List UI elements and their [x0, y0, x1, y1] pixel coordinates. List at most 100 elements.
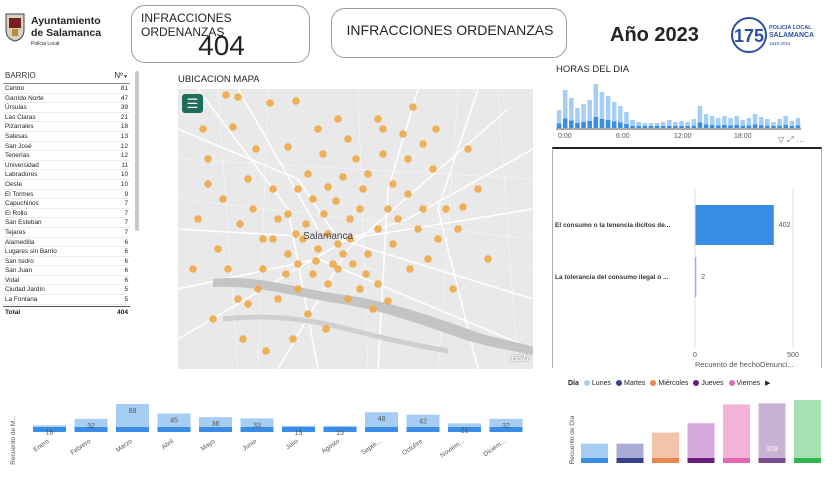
col-header-barrio[interactable]: BARRIO: [5, 71, 36, 80]
map-point[interactable]: [324, 230, 332, 238]
map-point[interactable]: [399, 130, 407, 138]
map-point[interactable]: [404, 155, 412, 163]
map-point[interactable]: [266, 99, 274, 107]
hours-bar[interactable]: [630, 120, 635, 128]
hours-bar[interactable]: [734, 116, 739, 128]
table-row[interactable]: Las Claras 21: [3, 113, 130, 123]
table-row[interactable]: Oeste 10: [3, 180, 130, 190]
hours-bar[interactable]: [581, 104, 586, 128]
barrio-table[interactable]: BARRIO Nº▼ Centro 81 Garrido Norte 47 Úrsula…: [3, 71, 130, 317]
hours-bar[interactable]: [679, 121, 684, 128]
map-point[interactable]: [284, 250, 292, 258]
hours-svg[interactable]: 0:00 6:00 12:00 18:00: [556, 78, 801, 140]
map-point[interactable]: [214, 245, 222, 253]
map-point[interactable]: [334, 115, 342, 123]
map-point[interactable]: [359, 185, 367, 193]
day-bar[interactable]: [652, 432, 679, 463]
map-point[interactable]: [429, 165, 437, 173]
map-point[interactable]: [344, 135, 352, 143]
table-row[interactable]: Pizarrales 18: [3, 122, 130, 132]
map-point[interactable]: [292, 230, 300, 238]
legend-item-jueves[interactable]: Jueves: [693, 380, 724, 387]
hours-bar[interactable]: [765, 119, 770, 128]
hours-bar[interactable]: [611, 102, 617, 128]
map-point[interactable]: [374, 225, 382, 233]
map-point[interactable]: [314, 245, 322, 253]
table-row[interactable]: Garrido Norte 47: [3, 94, 130, 104]
hours-bar[interactable]: [562, 90, 568, 128]
hours-bar[interactable]: [556, 110, 562, 128]
hours-bar[interactable]: [716, 118, 721, 128]
table-row[interactable]: Ciudad Jardín 5: [3, 285, 130, 296]
hours-bar[interactable]: [673, 122, 678, 128]
map-point[interactable]: [339, 173, 347, 181]
day-chart[interactable]: Recuento de Día 108: [566, 392, 828, 478]
map-point[interactable]: [274, 295, 282, 303]
map-point[interactable]: [404, 190, 412, 198]
map-point[interactable]: [322, 325, 330, 333]
map-point[interactable]: [244, 175, 252, 183]
map-view[interactable]: ☰ Salamanca esri: [178, 89, 533, 369]
map-point[interactable]: [234, 295, 242, 303]
map-point[interactable]: [289, 335, 297, 343]
map-point[interactable]: [364, 170, 372, 178]
map-point[interactable]: [432, 125, 440, 133]
table-row[interactable]: San Esteban 7: [3, 218, 130, 228]
hours-bar[interactable]: [691, 119, 697, 128]
map-point[interactable]: [334, 265, 342, 273]
map-point[interactable]: [320, 210, 328, 218]
map-point[interactable]: [414, 225, 422, 233]
map-canvas[interactable]: [178, 89, 533, 369]
map-point[interactable]: [292, 97, 300, 105]
hours-bar[interactable]: [795, 118, 801, 128]
hours-bar[interactable]: [771, 122, 776, 128]
map-point[interactable]: [244, 300, 252, 308]
hours-bar[interactable]: [777, 119, 782, 128]
map-point[interactable]: [314, 125, 322, 133]
map-point[interactable]: [362, 270, 370, 278]
map-point[interactable]: [236, 220, 244, 228]
map-point[interactable]: [222, 91, 230, 99]
map-point[interactable]: [344, 295, 352, 303]
map-point[interactable]: [224, 265, 232, 273]
map-point[interactable]: [454, 225, 462, 233]
hours-bar[interactable]: [789, 121, 795, 128]
table-row[interactable]: San José 12: [3, 142, 130, 152]
map-point[interactable]: [379, 150, 387, 158]
hours-bar[interactable]: [605, 96, 611, 128]
map-point[interactable]: [259, 265, 267, 273]
map-point[interactable]: [294, 285, 302, 293]
map-point[interactable]: [189, 265, 197, 273]
map-point[interactable]: [334, 240, 342, 248]
hours-bar[interactable]: [697, 106, 703, 128]
hours-bar[interactable]: [703, 114, 709, 128]
table-row[interactable]: Capuchinos 7: [3, 199, 130, 209]
map-point[interactable]: [254, 285, 262, 293]
map-point[interactable]: [259, 235, 267, 243]
table-row[interactable]: El Rollo 7: [3, 209, 130, 219]
map-point[interactable]: [459, 203, 467, 211]
map-point[interactable]: [204, 155, 212, 163]
map-point[interactable]: [356, 285, 364, 293]
filter-icon[interactable]: ▽: [778, 135, 788, 144]
map-point[interactable]: [389, 240, 397, 248]
legend-next-icon[interactable]: ▶: [765, 380, 771, 387]
map-point[interactable]: [356, 205, 364, 213]
infraction-type-chart[interactable]: 402 El consumo o la tenencia ilícitos de.…: [552, 147, 822, 369]
map-point[interactable]: [394, 215, 402, 223]
map-point[interactable]: [406, 265, 414, 273]
map-point[interactable]: [449, 285, 457, 293]
monthly-svg[interactable]: Recuento de M... 16 Enero 32 Febrero 68 Marzo…: [5, 378, 533, 478]
map-point[interactable]: [269, 235, 277, 243]
map-point[interactable]: [442, 205, 450, 213]
map-point[interactable]: [209, 315, 217, 323]
hours-bar[interactable]: [746, 118, 752, 128]
day-bar[interactable]: [723, 404, 750, 463]
table-row[interactable]: Tenerías 12: [3, 151, 130, 161]
col-header-n[interactable]: Nº▼: [114, 71, 128, 80]
map-point[interactable]: [419, 205, 427, 213]
map-point[interactable]: [346, 235, 354, 243]
day-svg[interactable]: Recuento de Día 108: [566, 392, 828, 478]
map-point[interactable]: [299, 235, 307, 243]
map-point[interactable]: [319, 150, 327, 158]
